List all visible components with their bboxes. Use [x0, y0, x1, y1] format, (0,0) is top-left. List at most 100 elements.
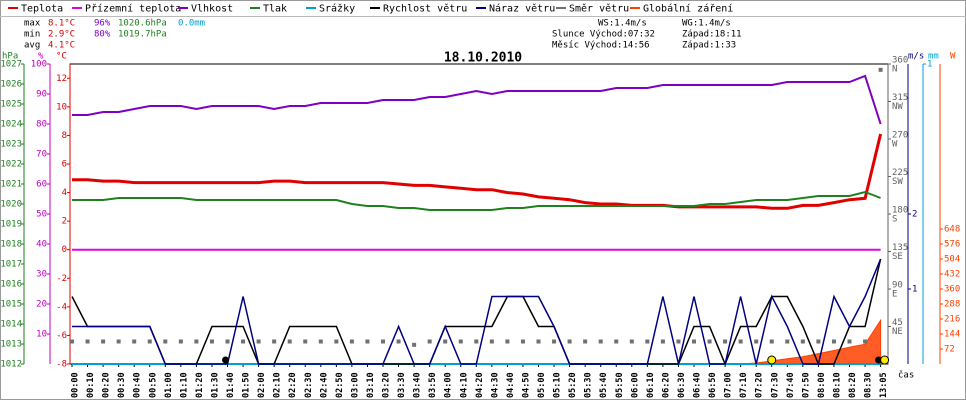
- point: [365, 339, 370, 344]
- point: [552, 339, 557, 344]
- point: [785, 339, 790, 344]
- x-tick-label: 03:00: [350, 372, 360, 398]
- x-tick-label: 01:40: [226, 372, 236, 398]
- x-tick-label: 05:30: [584, 372, 594, 398]
- y-tick-label: 1: [912, 285, 917, 295]
- x-tick-label: 05:40: [599, 372, 609, 398]
- x-tick-label: 00:20: [102, 372, 112, 398]
- y-tick-label: 80: [36, 120, 47, 130]
- y-tick-label: 4: [62, 188, 67, 198]
- point: [645, 339, 650, 344]
- line: [72, 258, 882, 365]
- x-tick-label: 08:00: [817, 372, 827, 398]
- x-tick-label: 01:30: [210, 372, 220, 398]
- y-tick-label: 1017: [0, 260, 22, 270]
- point: [676, 339, 681, 344]
- x-tick-label: 06:50: [708, 372, 718, 398]
- legend-label: Teplota: [21, 4, 63, 15]
- x-tick-label: 02:30: [304, 372, 314, 398]
- y-tick-label: -6: [56, 331, 67, 341]
- x-tick-label: 07:00: [724, 372, 734, 398]
- y-tick-label: 10: [36, 330, 47, 340]
- info: Slunce Východ:07:32: [552, 30, 655, 40]
- x-tick-label: 01:00: [164, 372, 174, 398]
- info: Západ:1:33: [682, 41, 736, 51]
- x-tick-label: 08:10: [832, 372, 842, 398]
- y-tick-label: 144: [944, 330, 960, 340]
- y-tick-label: 2: [912, 210, 917, 220]
- compass-label: SE: [892, 252, 903, 262]
- point: [878, 67, 883, 72]
- axis-unit: W: [950, 52, 956, 62]
- x-tick-label: 06:40: [693, 372, 703, 398]
- point: [458, 339, 463, 344]
- y-tick-label: 432: [944, 270, 960, 280]
- y-tick-label: 20: [36, 300, 47, 310]
- x-tick-label: 05:10: [553, 372, 563, 398]
- point: [863, 339, 868, 344]
- point: [334, 339, 339, 344]
- point: [178, 339, 183, 344]
- x-tick-label: 03:40: [413, 372, 423, 398]
- point: [831, 339, 836, 344]
- point: [723, 339, 728, 344]
- point: [567, 339, 572, 344]
- legend-label: Srážky: [319, 3, 355, 15]
- stat: 1019.7hPa: [118, 30, 167, 40]
- y-tick-label: 45: [892, 318, 903, 328]
- x-tick-label: 06:20: [661, 372, 671, 398]
- x-tick-label: 00:40: [133, 372, 143, 398]
- x-tick-label: 00:00: [71, 372, 81, 398]
- stat: 1020.6hPa: [118, 19, 167, 29]
- x-tick-label: 04:10: [459, 372, 469, 398]
- point: [816, 339, 821, 344]
- stat: 4.1°C: [48, 41, 75, 51]
- legend-label: Přízemní teplota: [85, 3, 181, 15]
- x-tick-label: 02:40: [319, 372, 329, 398]
- y-tick-label: 12: [56, 74, 67, 84]
- point: [707, 339, 712, 344]
- x-tick-label: 01:20: [195, 372, 205, 398]
- y-tick-label: 72: [944, 345, 955, 355]
- x-tick-label: 07:40: [786, 372, 796, 398]
- legend-label: Vlhkost: [191, 4, 233, 15]
- y-tick-label: 648: [944, 225, 960, 235]
- y-tick-label: 6: [62, 160, 67, 170]
- stat: max: [24, 19, 41, 29]
- legend-label: Rychlost větru: [383, 3, 467, 15]
- point: [349, 339, 354, 344]
- x-tick-label: 07:30: [770, 372, 780, 398]
- y-tick-label: 40: [36, 240, 47, 250]
- x-tick-label: 06:30: [677, 372, 687, 398]
- point: [443, 339, 448, 344]
- x-tick-label: 03:50: [428, 372, 438, 398]
- y-tick-label: 216: [944, 315, 960, 325]
- y-tick-label: 8: [62, 131, 67, 141]
- legend-label: Globální záření: [643, 3, 733, 15]
- point: [70, 339, 74, 344]
- y-tick-label: 100: [31, 60, 47, 70]
- point: [738, 339, 743, 344]
- y-tick-label: 270: [892, 131, 908, 141]
- y-tick-label: 135: [892, 243, 908, 253]
- point: [132, 339, 137, 344]
- compass-label: NE: [892, 327, 903, 337]
- y-tick-label: 2: [62, 217, 67, 227]
- x-tick-label: 02:10: [273, 372, 283, 398]
- line: [71, 258, 882, 366]
- y-tick-label: 315: [892, 93, 908, 103]
- point: [847, 339, 852, 344]
- stat: 8.1°C: [48, 19, 75, 29]
- point: [163, 339, 168, 344]
- point: [85, 339, 90, 344]
- point: [505, 339, 510, 344]
- stat: 2.9°C: [48, 30, 75, 40]
- x-tick-label: 02:00: [257, 372, 267, 398]
- compass-label: W: [892, 140, 898, 150]
- line: [72, 133, 883, 210]
- x-tick-label: 05:00: [537, 372, 547, 398]
- y-tick-label: 1027: [0, 60, 22, 70]
- point: [241, 339, 246, 344]
- y-tick-label: 576: [944, 240, 960, 250]
